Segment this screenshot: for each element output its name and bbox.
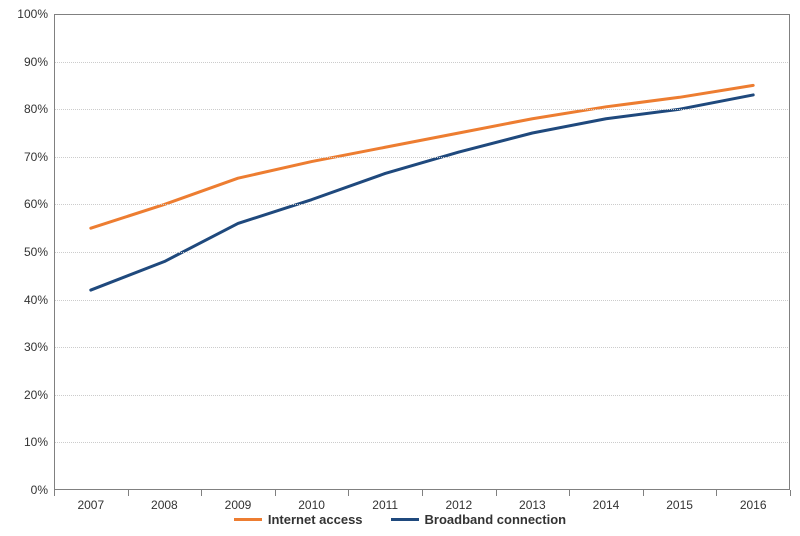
legend: Internet access Broadband connection (0, 512, 800, 527)
gridline (54, 252, 790, 253)
gridline (54, 395, 790, 396)
y-tick-label: 40% (24, 293, 54, 307)
y-tick-label: 100% (17, 7, 54, 21)
gridline (54, 157, 790, 158)
x-tick-label: 2010 (298, 498, 325, 512)
y-tick-label: 50% (24, 245, 54, 259)
x-tick-label: 2012 (445, 498, 472, 512)
y-tick-label: 30% (24, 340, 54, 354)
y-tick-label: 10% (24, 435, 54, 449)
gridline (54, 347, 790, 348)
x-tick (643, 490, 644, 496)
gridline (54, 204, 790, 205)
legend-label: Internet access (268, 512, 363, 527)
y-tick-label: 90% (24, 55, 54, 69)
x-tick-label: 2011 (372, 498, 398, 512)
x-tick (569, 490, 570, 496)
y-tick-label: 0% (31, 483, 54, 497)
gridline (54, 442, 790, 443)
legend-swatch (234, 518, 262, 521)
legend-swatch (391, 518, 419, 521)
series-line-1 (91, 95, 753, 290)
y-tick-label: 60% (24, 197, 54, 211)
x-tick (496, 490, 497, 496)
y-tick-label: 20% (24, 388, 54, 402)
x-tick-label: 2014 (593, 498, 620, 512)
x-tick (201, 490, 202, 496)
legend-item: Internet access (234, 512, 363, 527)
x-tick (275, 490, 276, 496)
x-tick-label: 2013 (519, 498, 546, 512)
legend-item: Broadband connection (391, 512, 567, 527)
line-chart: 0%10%20%30%40%50%60%70%80%90%100% 200720… (0, 0, 800, 536)
gridline (54, 109, 790, 110)
x-tick (790, 490, 791, 496)
plot-area: 0%10%20%30%40%50%60%70%80%90%100% (54, 14, 790, 490)
y-tick-label: 70% (24, 150, 54, 164)
x-tick-label: 2016 (740, 498, 767, 512)
x-tick (348, 490, 349, 496)
x-tick (422, 490, 423, 496)
x-tick (128, 490, 129, 496)
gridline (54, 300, 790, 301)
x-tick-label: 2009 (225, 498, 252, 512)
x-tick-label: 2015 (666, 498, 693, 512)
y-tick-label: 80% (24, 102, 54, 116)
x-tick (54, 490, 55, 496)
x-tick (716, 490, 717, 496)
x-tick-label: 2007 (77, 498, 104, 512)
legend-label: Broadband connection (425, 512, 567, 527)
gridline (54, 62, 790, 63)
x-tick-label: 2008 (151, 498, 178, 512)
